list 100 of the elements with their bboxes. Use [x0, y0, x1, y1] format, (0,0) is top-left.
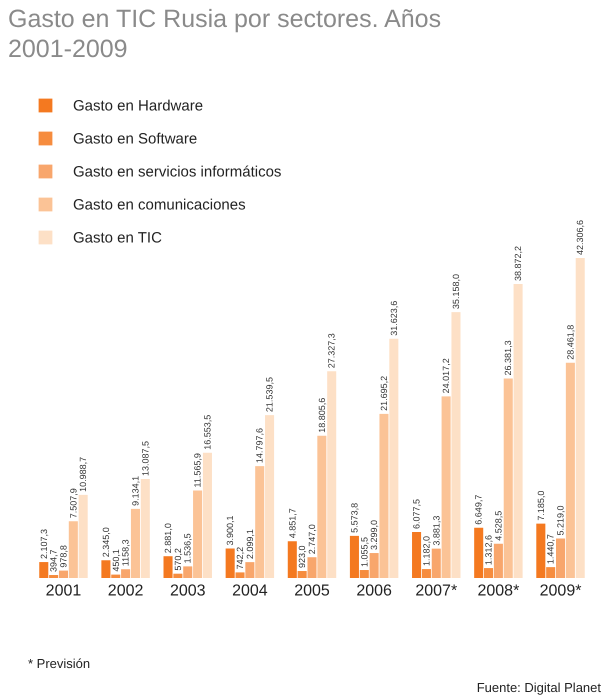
- legend-label: Gasto en TIC: [73, 230, 162, 246]
- data-label: 5.219,0: [556, 505, 566, 536]
- data-label: 450,1: [110, 549, 121, 572]
- bar: [379, 414, 389, 578]
- data-label: 14.797,6: [254, 428, 265, 464]
- bar: [193, 490, 202, 578]
- x-tick-label: 2005: [294, 582, 330, 600]
- data-label: 2.099,1: [244, 529, 255, 560]
- data-label: 1.536,5: [182, 533, 193, 564]
- bar: [556, 538, 566, 578]
- x-tick-label: 2001: [46, 582, 82, 600]
- bar: [68, 521, 78, 578]
- data-label: 5.573,8: [349, 502, 360, 533]
- x-tick-label: 2009*: [540, 582, 582, 600]
- bar: [39, 562, 48, 578]
- bar: [327, 371, 336, 578]
- bar: [265, 415, 274, 578]
- data-label: 4.851,7: [287, 508, 298, 538]
- data-label: 3.900,1: [225, 515, 236, 546]
- chart-title: Gasto en TIC Rusia por sectores. Años 2001-2009: [8, 4, 442, 64]
- data-label: 1.055,5: [359, 536, 370, 568]
- data-label: 7.185,0: [536, 490, 546, 521]
- x-tick-label: 2006: [356, 582, 392, 600]
- bar: [412, 532, 422, 578]
- bar: [389, 338, 398, 578]
- bar: [298, 571, 307, 578]
- bar: [576, 258, 585, 578]
- data-label: 2.107,3: [38, 529, 49, 560]
- data-label: 18.805,6: [316, 398, 327, 433]
- bar: [514, 284, 523, 578]
- data-label: 7.507,9: [68, 488, 78, 518]
- legend-label: Gasto en comunicaciones: [73, 196, 246, 214]
- bar: [235, 572, 245, 578]
- bar: [173, 574, 182, 578]
- bar: [183, 566, 192, 578]
- data-label: 35.158,0: [450, 274, 461, 310]
- data-label: 923,0: [297, 545, 308, 568]
- bar: [288, 541, 297, 578]
- data-label: 6.077,5: [412, 499, 422, 530]
- data-label: 570,2: [172, 548, 183, 571]
- data-label: 2.881,0: [163, 523, 174, 554]
- data-label: 21.539,5: [264, 377, 275, 412]
- data-label: 742,2: [235, 546, 246, 570]
- bar: [245, 562, 254, 578]
- data-label: 1.312,6: [484, 535, 494, 566]
- bar: [111, 574, 120, 578]
- bar: [360, 570, 369, 578]
- x-tick-label: 2007*: [415, 582, 458, 600]
- bar: [140, 479, 150, 578]
- bar: [255, 466, 264, 578]
- data-label: 24.017,2: [441, 358, 452, 394]
- bar: [202, 452, 212, 578]
- bar: [78, 494, 88, 578]
- bar: [370, 553, 379, 578]
- x-tick-label: 2008*: [477, 582, 520, 600]
- bar: [432, 548, 441, 578]
- data-label: 4.528,5: [493, 510, 504, 541]
- x-tick-label: 2003: [170, 582, 206, 600]
- bar: [442, 396, 451, 578]
- bar: [350, 536, 359, 578]
- bar: [546, 567, 556, 578]
- data-label: 2.345,0: [100, 527, 111, 558]
- data-label: 394,7: [48, 549, 59, 572]
- bar: [58, 570, 68, 578]
- bar: [451, 312, 460, 578]
- data-label: 16.553,5: [202, 414, 212, 450]
- legend-label: Gasto en servicios informáticos: [73, 164, 282, 180]
- bar: [536, 524, 546, 578]
- data-label: 13.087,5: [140, 440, 150, 476]
- data-label: 38.872,2: [513, 246, 524, 281]
- data-label: 21.695,2: [378, 376, 389, 411]
- bar: [422, 569, 431, 578]
- bar: [504, 378, 513, 578]
- bar: [317, 436, 326, 578]
- data-label: 9.134,1: [130, 476, 140, 506]
- bar: [101, 560, 110, 578]
- data-label: 6.649,7: [474, 494, 484, 525]
- data-label: 26.381,3: [503, 340, 514, 376]
- text: * Previsión: [28, 656, 90, 671]
- data-label: 2.747,0: [307, 524, 317, 554]
- bar: [130, 508, 140, 578]
- data-label: 978,8: [58, 545, 68, 568]
- data-label: 3.299,0: [369, 520, 380, 550]
- bar: [494, 544, 503, 578]
- x-tick-label: 2004: [232, 582, 268, 600]
- data-label: 11.565,9: [192, 453, 203, 488]
- bar: [164, 556, 173, 578]
- data-label: 10.988,7: [78, 456, 88, 492]
- bar: [484, 568, 494, 578]
- bar: [226, 548, 235, 578]
- data-label: 1158,3: [120, 539, 131, 566]
- bar: [474, 528, 484, 578]
- x-tick-label: 2002: [108, 582, 144, 600]
- bar: [49, 575, 58, 578]
- data-label: 28.461,8: [565, 324, 576, 360]
- data-label: 27.327,3: [326, 333, 337, 368]
- legend-label: Gasto en Software: [73, 130, 198, 148]
- bar: [121, 569, 130, 578]
- bar: [307, 557, 317, 578]
- data-label: 3.881,3: [431, 516, 442, 546]
